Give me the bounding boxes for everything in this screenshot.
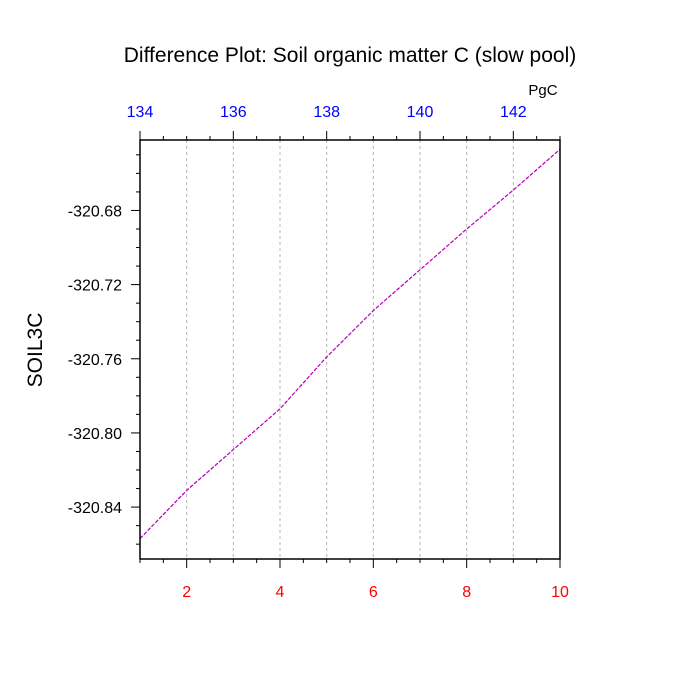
x-tick-label-bottom: 8 [462, 584, 471, 601]
grid-lines [186, 140, 514, 559]
y-tick-label: -320.72 [68, 278, 122, 295]
x-tick-label-top: 136 [220, 104, 247, 121]
x-tick-label-bottom: 2 [182, 584, 191, 601]
y-tick-label: -320.80 [68, 426, 122, 443]
y-tick-label: -320.68 [68, 203, 122, 220]
y-axis-label: SOIL3C [24, 313, 47, 388]
axis-ticks [131, 131, 561, 568]
x-tick-label-bottom: 10 [551, 584, 569, 601]
x-tick-label-top: 140 [407, 104, 434, 121]
top-axis-units: PgC [528, 82, 557, 99]
x-tick-label-top: 134 [127, 104, 154, 121]
plot-frame [139, 139, 561, 560]
chart-title: Difference Plot: Soil organic matter C (… [124, 44, 576, 67]
x-tick-label-bottom: 4 [276, 584, 285, 601]
tick-labels: 2 4 6 8 10 134 136 138 140 142 -320.68 -320.72 -320.… [68, 104, 569, 601]
series-line [139, 148, 561, 540]
y-tick-label: -320.84 [68, 500, 122, 517]
y-tick-label: -320.76 [68, 352, 122, 369]
series-group [139, 148, 561, 540]
x-tick-label-top: 138 [313, 104, 340, 121]
x-tick-label-bottom: 6 [369, 584, 378, 601]
x-tick-label-top: 142 [500, 104, 527, 121]
